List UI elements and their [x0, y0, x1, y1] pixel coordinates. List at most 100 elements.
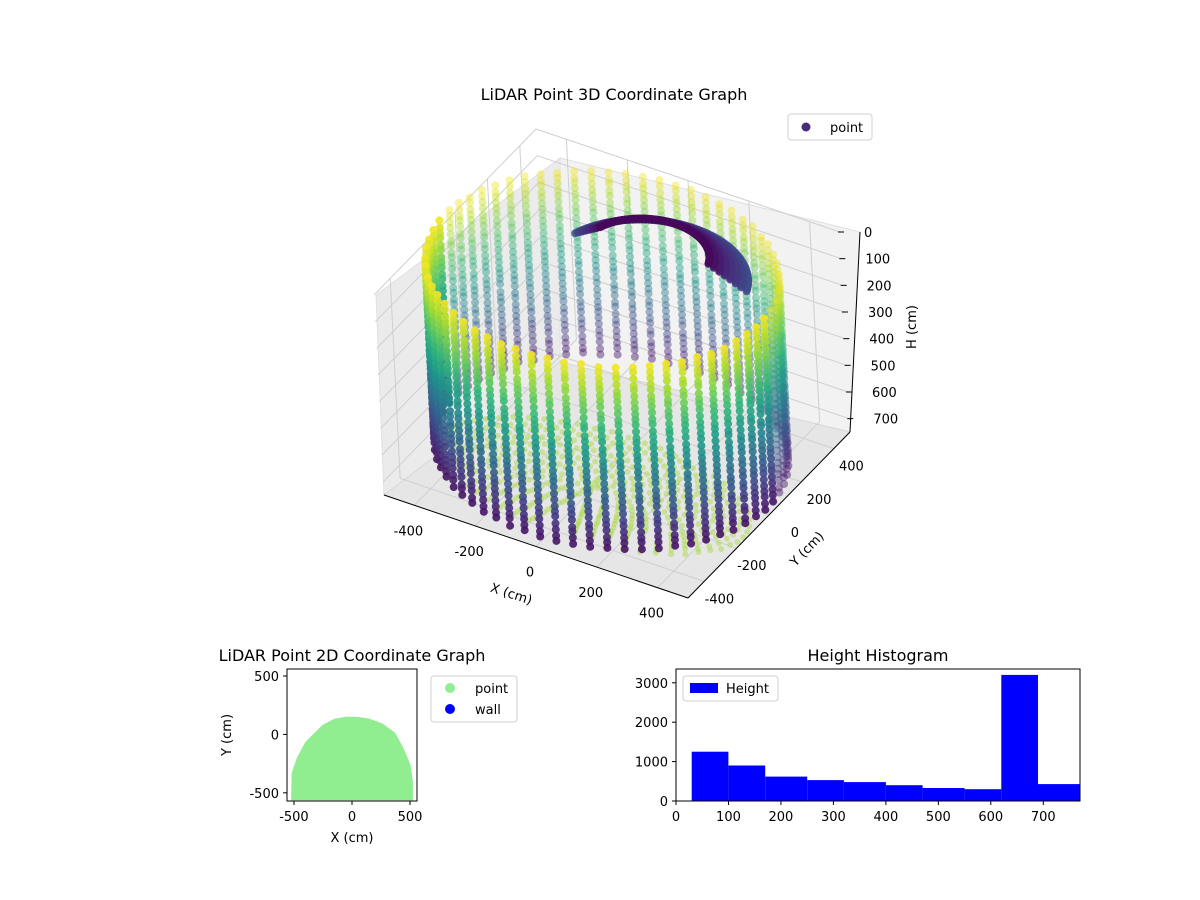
lidar-point — [688, 209, 696, 217]
lidar-point — [693, 502, 699, 508]
lidar-point — [760, 314, 768, 322]
lidar-point — [586, 543, 594, 551]
y-tick-label-2d: -500 — [249, 787, 279, 802]
lidar-point — [593, 468, 599, 474]
lidar-point — [679, 321, 687, 329]
lidar-point — [577, 465, 583, 471]
lidar-point — [644, 471, 650, 477]
lidar-point — [720, 293, 728, 301]
lidar-point — [729, 519, 737, 527]
lidar-point — [466, 446, 474, 454]
lidar-point — [631, 346, 639, 354]
lidar-point — [642, 450, 648, 456]
lidar-point — [702, 536, 710, 544]
lidar-point — [579, 349, 587, 357]
lidar-point — [574, 445, 580, 451]
lidar-point — [627, 270, 635, 278]
x-tick-label-3d: 0 — [526, 566, 534, 581]
histogram-y-tick-label: 2000 — [635, 716, 668, 731]
lidar-point — [580, 424, 588, 432]
lidar-point — [716, 210, 724, 218]
lidar-point — [457, 473, 465, 481]
y-axis-label-2d: Y (cm) — [220, 714, 235, 757]
legend-2d-point-marker — [445, 683, 455, 693]
lidar-point — [486, 379, 494, 387]
lidar-point — [522, 202, 530, 210]
lidar-point — [725, 431, 733, 439]
lidar-point — [474, 395, 482, 403]
lidar-point — [449, 277, 457, 285]
lidar-point — [544, 480, 550, 486]
lidar-point — [751, 263, 759, 271]
lidar-point — [696, 549, 702, 555]
lidar-point — [629, 475, 635, 481]
lidar-point — [672, 187, 680, 195]
legend-3d-label: point — [830, 121, 863, 136]
lidar-point — [557, 477, 563, 483]
lidar-point — [490, 461, 498, 469]
lidar-point — [693, 508, 699, 514]
lidar-point — [703, 221, 711, 229]
lidar-point — [526, 458, 532, 464]
legend-3d-marker — [802, 123, 811, 132]
lidar-point — [729, 526, 737, 534]
histogram-x-tick-label: 600 — [978, 810, 1003, 825]
lidar-point — [736, 407, 744, 415]
lidar-point — [597, 415, 605, 423]
lidar-point — [592, 426, 598, 432]
x-axis-label-2d: X (cm) — [331, 831, 374, 846]
legend-2d-wall-label: wall — [475, 703, 501, 718]
z-tick-label: 0 — [864, 226, 872, 241]
z-tick-label: 400 — [869, 333, 894, 348]
lidar-point — [605, 180, 613, 188]
lidar-point — [558, 419, 564, 425]
lidar-point — [660, 258, 668, 266]
lidar-point — [694, 382, 702, 390]
lidar-point — [506, 182, 514, 190]
lidar-point — [448, 440, 456, 448]
lidar-point — [613, 381, 621, 389]
lidar-point — [545, 328, 553, 336]
lidar-point — [739, 472, 747, 480]
lidar-point — [519, 486, 527, 494]
lidar-point — [609, 429, 615, 435]
lidar-point — [708, 499, 714, 505]
lidar-point — [506, 522, 514, 530]
lidar-point — [619, 510, 627, 518]
lidar-point — [734, 378, 742, 386]
lidar-point — [435, 216, 443, 224]
y-tick-label-3d: 200 — [807, 493, 832, 508]
lidar-point — [575, 481, 581, 487]
lidar-point — [456, 437, 464, 445]
lidar-point — [690, 251, 698, 259]
lidar-point — [744, 529, 750, 535]
lidar-point — [541, 416, 547, 422]
lidar-point — [477, 448, 485, 456]
lidar-point — [761, 493, 769, 501]
lidar-point — [754, 352, 762, 360]
lidar-point — [662, 509, 668, 515]
histogram-x-tick-label: 100 — [716, 810, 741, 825]
lidar-point — [480, 508, 488, 516]
legend-histogram-label: Height — [726, 682, 769, 697]
lidar-point — [628, 293, 636, 301]
histogram-y-tick-label: 1000 — [635, 756, 668, 771]
lidar-point — [457, 246, 465, 254]
lidar-point — [683, 462, 691, 470]
lidar-point — [459, 276, 467, 284]
lidar-point — [596, 351, 604, 359]
lidar-point — [721, 481, 727, 487]
histogram-bar — [729, 766, 766, 802]
lidar-point — [557, 461, 563, 467]
lidar-point — [648, 355, 656, 363]
lidar-point — [637, 521, 645, 529]
histogram-y-tick-label: 3000 — [635, 677, 668, 692]
z-tick-label: 600 — [872, 386, 897, 401]
lidar-point — [449, 476, 457, 484]
x-tick-label-3d: -400 — [394, 524, 424, 539]
lidar-point — [596, 338, 604, 346]
lidar-point — [686, 521, 694, 529]
lidar-point — [695, 521, 701, 527]
lidar-point — [663, 377, 671, 385]
lidar-point — [655, 544, 663, 552]
